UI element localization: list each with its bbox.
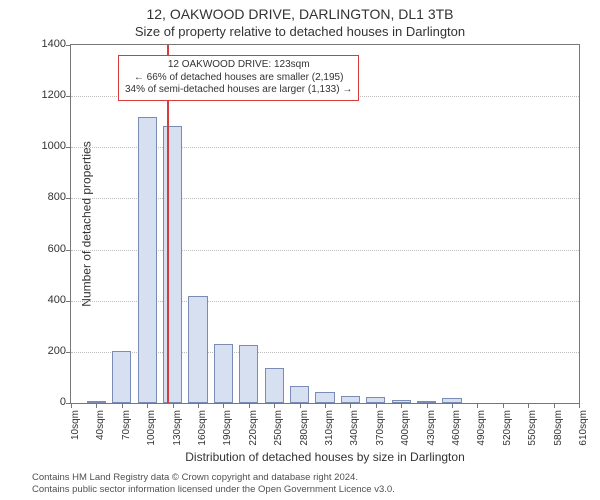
y-tick-mark: [66, 198, 71, 199]
x-tick-mark: [122, 403, 123, 408]
y-tick-mark: [66, 352, 71, 353]
footer-attribution: Contains HM Land Registry data © Crown c…: [32, 472, 582, 496]
x-tick-mark: [477, 403, 478, 408]
x-tick-label: 550sqm: [527, 410, 538, 446]
x-tick-mark: [147, 403, 148, 408]
x-tick-label: 40sqm: [95, 410, 106, 440]
histogram-bar: [341, 396, 360, 403]
histogram-bar: [392, 400, 411, 403]
x-tick-mark: [223, 403, 224, 408]
x-tick-mark: [71, 403, 72, 408]
x-tick-label: 490sqm: [476, 410, 487, 446]
y-tick-label: 1000: [26, 140, 66, 152]
x-tick-mark: [249, 403, 250, 408]
x-tick-mark: [96, 403, 97, 408]
x-tick-mark: [325, 403, 326, 408]
page-subtitle: Size of property relative to detached ho…: [0, 24, 600, 39]
histogram-bar: [366, 397, 385, 403]
x-tick-label: 520sqm: [502, 410, 513, 446]
x-tick-mark: [503, 403, 504, 408]
x-tick-label: 280sqm: [299, 410, 310, 446]
x-tick-label: 10sqm: [70, 410, 81, 440]
footer-line: Contains public sector information licen…: [32, 484, 582, 496]
x-tick-label: 580sqm: [553, 410, 564, 446]
plot-area: 12 OAKWOOD DRIVE: 123sqm← 66% of detache…: [70, 44, 580, 404]
x-tick-label: 70sqm: [121, 410, 132, 440]
y-tick-label: 0: [26, 396, 66, 408]
x-tick-label: 460sqm: [451, 410, 462, 446]
annotation-box: 12 OAKWOOD DRIVE: 123sqm← 66% of detache…: [118, 55, 359, 101]
y-tick-label: 800: [26, 191, 66, 203]
histogram-bar: [87, 401, 106, 403]
x-tick-mark: [350, 403, 351, 408]
x-tick-mark: [452, 403, 453, 408]
histogram-bar: [112, 351, 131, 403]
y-tick-mark: [66, 301, 71, 302]
x-tick-label: 400sqm: [400, 410, 411, 446]
x-tick-mark: [579, 403, 580, 408]
x-tick-mark: [528, 403, 529, 408]
x-tick-mark: [376, 403, 377, 408]
x-tick-label: 130sqm: [172, 410, 183, 446]
x-tick-mark: [274, 403, 275, 408]
histogram-bar: [214, 344, 233, 403]
x-tick-mark: [173, 403, 174, 408]
y-tick-label: 1200: [26, 89, 66, 101]
histogram-bar: [188, 296, 207, 403]
x-axis-label: Distribution of detached houses by size …: [70, 450, 580, 464]
x-tick-label: 340sqm: [349, 410, 360, 446]
histogram-bar: [265, 368, 284, 403]
x-tick-label: 190sqm: [222, 410, 233, 446]
x-tick-mark: [300, 403, 301, 408]
y-tick-mark: [66, 96, 71, 97]
y-tick-mark: [66, 45, 71, 46]
histogram-bar: [138, 117, 157, 403]
y-tick-label: 1400: [26, 38, 66, 50]
histogram-bar: [290, 386, 309, 403]
annotation-line: ← 66% of detached houses are smaller (2,…: [125, 72, 352, 85]
x-tick-label: 370sqm: [375, 410, 386, 446]
histogram-bar: [315, 392, 334, 404]
x-tick-label: 160sqm: [197, 410, 208, 446]
x-tick-mark: [198, 403, 199, 408]
histogram-bar: [239, 345, 258, 403]
y-tick-mark: [66, 147, 71, 148]
x-tick-mark: [427, 403, 428, 408]
x-tick-label: 220sqm: [248, 410, 259, 446]
page-title: 12, OAKWOOD DRIVE, DARLINGTON, DL1 3TB: [0, 6, 600, 22]
annotation-line: 12 OAKWOOD DRIVE: 123sqm: [125, 59, 352, 72]
x-tick-label: 250sqm: [273, 410, 284, 446]
x-tick-label: 310sqm: [324, 410, 335, 446]
footer-line: Contains HM Land Registry data © Crown c…: [32, 472, 582, 484]
x-tick-label: 610sqm: [578, 410, 589, 446]
annotation-line: 34% of semi-detached houses are larger (…: [125, 84, 352, 97]
x-tick-label: 430sqm: [426, 410, 437, 446]
histogram-bar: [417, 401, 436, 403]
x-tick-mark: [401, 403, 402, 408]
histogram-bar: [442, 398, 461, 403]
x-tick-mark: [554, 403, 555, 408]
y-tick-label: 400: [26, 294, 66, 306]
chart-container: 12, OAKWOOD DRIVE, DARLINGTON, DL1 3TB S…: [0, 0, 600, 500]
x-tick-label: 100sqm: [146, 410, 157, 446]
y-tick-mark: [66, 250, 71, 251]
y-tick-label: 200: [26, 345, 66, 357]
y-tick-label: 600: [26, 243, 66, 255]
